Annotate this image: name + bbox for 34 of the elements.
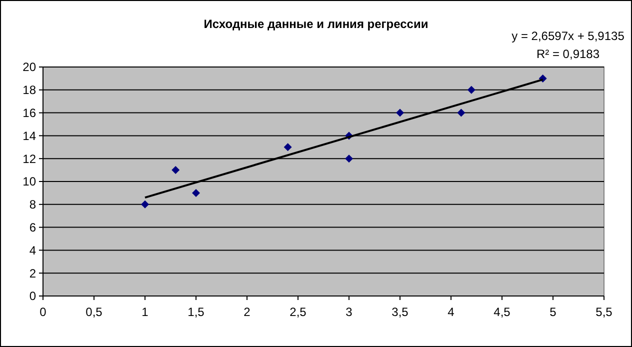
point (396, 108, 404, 117)
x-tick-label: 2,5 (290, 305, 307, 319)
text: R² = 0,9183 (536, 47, 600, 61)
y-tick-label: 6 (29, 220, 36, 234)
y-tick-label: 20 (22, 60, 36, 74)
point (467, 86, 476, 94)
point (345, 154, 353, 163)
point (172, 166, 180, 174)
x-tick-label: 2 (244, 305, 251, 319)
x-tick-label: 4,5 (494, 305, 511, 319)
y-tick-label: 12 (22, 152, 36, 166)
point (284, 143, 292, 152)
point (192, 188, 200, 197)
x-tick-label: 5,5 (596, 305, 613, 319)
x-tick-label: 3,5 (392, 305, 409, 319)
x-tick-label: 0,5 (86, 305, 103, 319)
y-tick-label: 0 (29, 289, 36, 304)
x-tick-label: 5 (550, 305, 557, 319)
y-tick-label: 2 (29, 266, 36, 280)
x-tick-label: 4 (448, 305, 455, 319)
text: y = 2,6597x + 5,9135 (512, 29, 625, 43)
y-tick-label: 10 (22, 174, 36, 189)
point (141, 200, 149, 208)
y-tick-label: 14 (22, 128, 36, 143)
x-tick-label: 3 (346, 305, 353, 319)
y-tick-label: 16 (22, 106, 36, 120)
y-tick-label: 8 (29, 198, 36, 212)
chart-title: Исходные данные и линия регрессии (204, 17, 428, 31)
y-tick-label: 18 (22, 83, 36, 98)
x-tick-label: 0 (40, 305, 47, 319)
y-tick-label: 4 (29, 243, 36, 258)
x-tick-label: 1,5 (188, 305, 205, 319)
x-tick-label: 1 (142, 305, 149, 319)
point (457, 108, 466, 117)
